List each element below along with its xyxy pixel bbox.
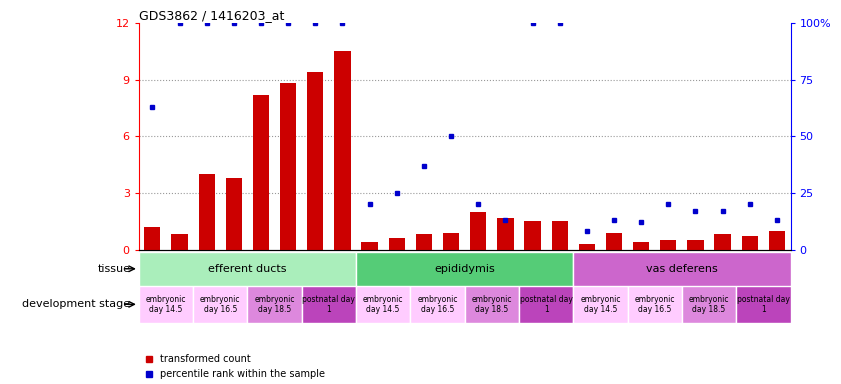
Bar: [225, 178, 242, 250]
Text: embryonic
day 18.5: embryonic day 18.5: [689, 295, 729, 314]
Bar: [172, 235, 188, 250]
Text: embryonic
day 18.5: embryonic day 18.5: [254, 295, 295, 314]
Bar: [415, 235, 432, 250]
Text: embryonic
day 14.5: embryonic day 14.5: [580, 295, 621, 314]
Bar: [627, 286, 682, 323]
Bar: [334, 51, 351, 250]
Bar: [574, 286, 627, 323]
Text: embryonic
day 16.5: embryonic day 16.5: [417, 295, 458, 314]
Text: vas deferens: vas deferens: [646, 264, 717, 274]
Bar: [144, 227, 161, 250]
Bar: [769, 231, 785, 250]
Bar: [660, 240, 676, 250]
Text: embryonic
day 16.5: embryonic day 16.5: [200, 295, 241, 314]
Text: embryonic
day 16.5: embryonic day 16.5: [634, 295, 675, 314]
Bar: [742, 237, 758, 250]
Bar: [253, 95, 269, 250]
Text: embryonic
day 14.5: embryonic day 14.5: [145, 295, 186, 314]
Bar: [687, 240, 704, 250]
Bar: [280, 83, 296, 250]
Bar: [198, 174, 214, 250]
Text: development stage: development stage: [22, 299, 130, 309]
Bar: [682, 286, 736, 323]
Bar: [574, 252, 791, 286]
Text: efferent ducts: efferent ducts: [208, 264, 287, 274]
Text: GDS3862 / 1416203_at: GDS3862 / 1416203_at: [139, 9, 284, 22]
Text: tissue: tissue: [98, 264, 130, 274]
Bar: [736, 286, 791, 323]
Bar: [633, 242, 649, 250]
Bar: [464, 286, 519, 323]
Bar: [715, 235, 731, 250]
Text: epididymis: epididymis: [434, 264, 495, 274]
Bar: [410, 286, 464, 323]
Bar: [356, 252, 574, 286]
Bar: [606, 233, 622, 250]
Bar: [193, 286, 247, 323]
Bar: [443, 233, 459, 250]
Bar: [362, 242, 378, 250]
Bar: [356, 286, 410, 323]
Text: postnatal day
1: postnatal day 1: [737, 295, 790, 314]
Bar: [497, 217, 514, 250]
Legend: transformed count, percentile rank within the sample: transformed count, percentile rank withi…: [144, 354, 325, 379]
Bar: [579, 244, 595, 250]
Bar: [470, 212, 486, 250]
Bar: [389, 238, 405, 250]
Bar: [519, 286, 574, 323]
Bar: [302, 286, 356, 323]
Text: postnatal day
1: postnatal day 1: [303, 295, 355, 314]
Bar: [139, 252, 356, 286]
Text: embryonic
day 14.5: embryonic day 14.5: [363, 295, 404, 314]
Bar: [552, 221, 568, 250]
Bar: [139, 286, 193, 323]
Bar: [307, 72, 324, 250]
Bar: [247, 286, 302, 323]
Text: embryonic
day 18.5: embryonic day 18.5: [472, 295, 512, 314]
Text: postnatal day
1: postnatal day 1: [520, 295, 573, 314]
Bar: [525, 221, 541, 250]
